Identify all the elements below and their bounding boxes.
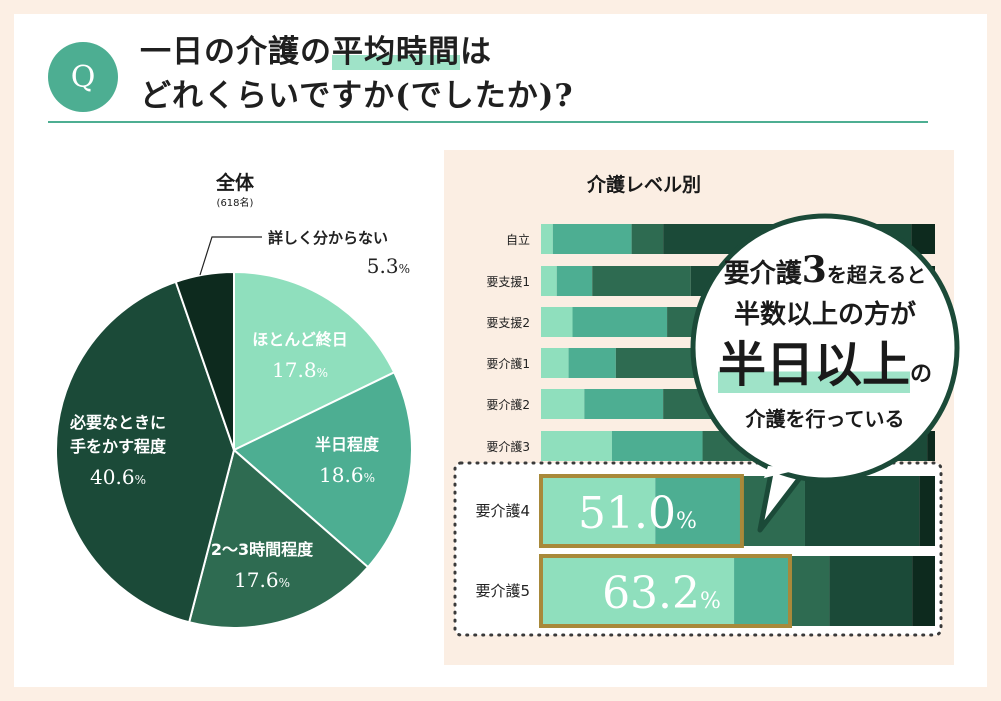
bar-segment (584, 389, 664, 419)
bar-segment (615, 348, 695, 378)
pie-slice-label: 半日程度 (315, 435, 380, 454)
pie-slice-label: 必要なときに (69, 413, 166, 432)
bar-segment (541, 266, 557, 296)
bar-category-label: 要支援2 (486, 316, 530, 330)
bar-segment (912, 556, 935, 626)
bar-segment (804, 476, 920, 546)
bar-segment (541, 348, 569, 378)
pie-slice-label: 詳しく分からない (268, 229, 388, 247)
title-divider (48, 121, 928, 123)
bar-segment (655, 476, 742, 546)
bar-segment (541, 389, 585, 419)
bar-segment (919, 476, 935, 546)
callout-tail-mask (764, 466, 806, 478)
pie-slice-value: 40.6% (90, 465, 146, 489)
bar-segment (911, 224, 935, 254)
bar-segment (541, 476, 656, 546)
bar-title: 介護レベル別 (586, 174, 701, 196)
pie-slice-value: 17.6% (234, 568, 290, 592)
bar-category-label: 要介護1 (486, 356, 530, 371)
bar-segment (556, 266, 593, 296)
bar-segment (541, 556, 735, 626)
pie-slice-value: 18.6% (319, 463, 375, 487)
callout-line-4: 介護を行っている (745, 407, 905, 431)
bar-segment (592, 266, 691, 296)
bar-category-label: 要介護4 (475, 502, 530, 520)
bar-segment (568, 348, 616, 378)
pie-slice (232, 371, 413, 569)
bar-segment (541, 224, 553, 254)
pie-slice-label: 2〜3時間程度 (211, 540, 314, 559)
callout-line-1: 要介護3を超えると (723, 249, 927, 291)
highlight-box (539, 474, 744, 548)
bar-segment (552, 224, 632, 254)
bar-segment (790, 556, 830, 626)
callout-line-2: 半数以上の方が (733, 300, 916, 330)
pie-slice-label: ほとんど終日 (252, 330, 348, 349)
leader-line (199, 236, 262, 276)
title-highlight: 平均時間 (332, 34, 460, 70)
highlight-value: 63.2% (602, 568, 721, 619)
pie-slice (187, 448, 370, 629)
bar-segment (734, 556, 791, 626)
bar-category-label: 要介護2 (486, 397, 530, 412)
bar-category-label: 要介護3 (486, 439, 530, 454)
bar-segment (611, 431, 703, 461)
question-title: 一日の介護の平均時間は どれくらいですか(でしたか)? (140, 30, 900, 118)
pie-slice (55, 280, 236, 624)
bar-segment (829, 556, 913, 626)
pie-title: 全体 (215, 172, 254, 194)
bar-category-label: 要支援1 (486, 275, 530, 289)
question-badge: Q (48, 42, 118, 112)
bar-segment (541, 307, 573, 337)
highlight-value: 51.0% (578, 488, 697, 539)
bar-category-label: 要介護5 (475, 582, 530, 600)
callout-text: 要介護3を超えると 半数以上の方が 半日以上の 介護を行っている (700, 250, 950, 434)
bar-segment (541, 431, 612, 461)
pie-slice-value: 17.8% (272, 358, 328, 382)
bar-segment (927, 431, 935, 461)
highlight-box (539, 554, 793, 628)
title-text-2: は (460, 34, 492, 70)
pie-subtitle: (618名) (216, 198, 254, 209)
pie-slice-label: 手をかす程度 (70, 437, 167, 456)
pie-slice (174, 270, 235, 451)
pie-slice (233, 270, 396, 452)
callout-line-3: 半日以上の (717, 337, 933, 393)
bar-segment (631, 224, 664, 254)
pie-slice-value: 5.3% (367, 254, 410, 278)
title-line-2: どれくらいですか(でしたか)? (140, 78, 574, 114)
bar-category-label: 自立 (506, 232, 530, 247)
title-text-1: 一日の介護の (140, 34, 332, 70)
bar-segment (572, 307, 668, 337)
